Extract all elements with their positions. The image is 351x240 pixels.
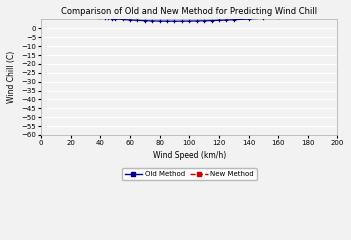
Legend: Old Method, New Method: Old Method, New Method — [122, 168, 257, 180]
Title: Comparison of Old and New Method for Predicting Wind Chill: Comparison of Old and New Method for Pre… — [61, 7, 317, 16]
X-axis label: Wind Speed (km/h): Wind Speed (km/h) — [153, 151, 226, 160]
Y-axis label: Wind Chill (C): Wind Chill (C) — [7, 51, 16, 103]
